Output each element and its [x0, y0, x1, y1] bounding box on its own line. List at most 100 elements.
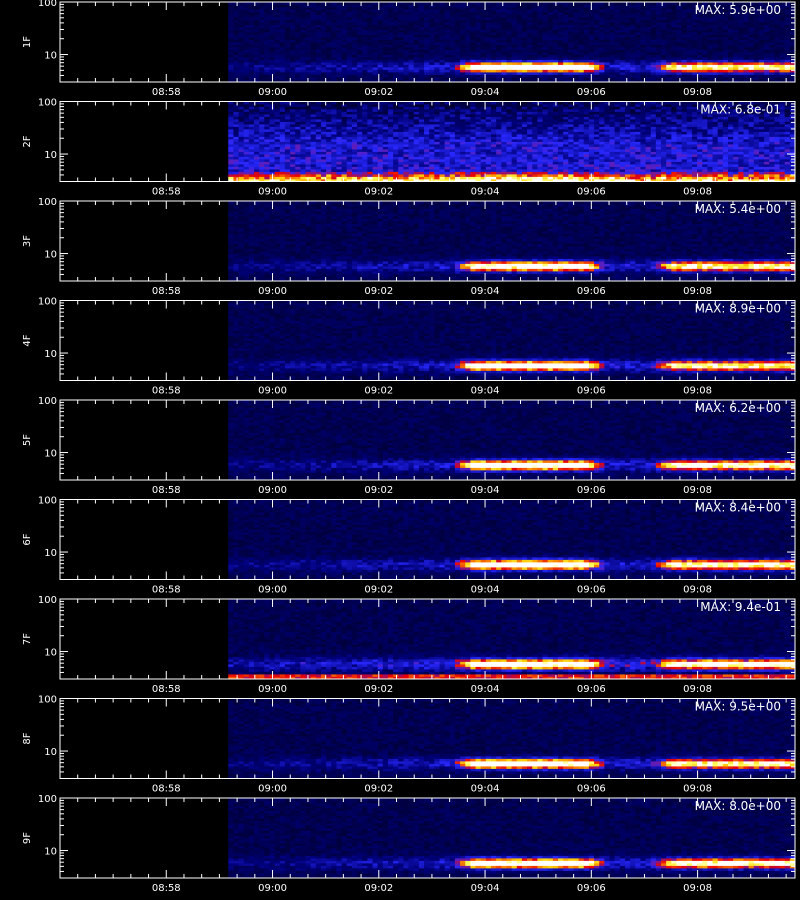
heatmap-cell	[537, 60, 543, 63]
heatmap-cell	[455, 15, 461, 18]
heatmap-cell	[537, 57, 543, 60]
heatmap-cell	[326, 119, 332, 122]
heatmap-cell	[543, 10, 549, 13]
heatmap-cell	[409, 152, 415, 155]
heatmap-cell	[754, 22, 760, 25]
heatmap-cell	[352, 109, 358, 112]
heatmap-cell	[244, 10, 250, 13]
heatmap-cell	[692, 70, 698, 73]
heatmap-cell	[316, 149, 322, 152]
heatmap-cell	[677, 77, 683, 80]
heatmap-cell	[506, 30, 512, 33]
heatmap-cell	[280, 32, 286, 35]
heatmap-cell	[367, 60, 373, 63]
heatmap-cell	[481, 35, 487, 38]
heatmap-cell	[424, 149, 430, 152]
heatmap-cell	[285, 159, 291, 162]
heatmap-cell	[347, 164, 353, 167]
heatmap-cell	[228, 162, 234, 165]
heatmap-cell	[342, 112, 348, 115]
heatmap-cell	[331, 127, 337, 130]
heatmap-cell	[594, 22, 600, 25]
heatmap-cell	[378, 152, 384, 155]
heatmap-cell	[424, 47, 430, 50]
heatmap-cell	[264, 144, 270, 147]
heatmap-cell	[285, 12, 291, 15]
heatmap-cell	[233, 104, 239, 107]
heatmap-cell	[228, 25, 234, 28]
heatmap-cell	[393, 147, 399, 150]
heatmap-cell	[259, 127, 265, 130]
heatmap-cell	[563, 42, 569, 45]
heatmap-cell	[336, 17, 342, 20]
heatmap-cell	[316, 27, 322, 30]
heatmap-cell	[671, 5, 677, 8]
heatmap-cell	[465, 62, 471, 65]
heatmap-cell	[378, 52, 384, 55]
heatmap-cell	[486, 75, 492, 78]
heatmap-cell	[352, 104, 358, 107]
heatmap-cell	[491, 52, 497, 55]
heatmap-cell	[481, 20, 487, 23]
heatmap-cell	[228, 144, 234, 147]
heatmap-cell	[656, 60, 662, 63]
heatmap-cell	[285, 77, 291, 80]
heatmap-cell	[429, 112, 435, 115]
heatmap-cell	[558, 17, 564, 20]
heatmap-cell	[342, 104, 348, 107]
heatmap-cell	[388, 72, 394, 75]
heatmap-cell	[326, 32, 332, 35]
heatmap-cell	[326, 109, 332, 112]
heatmap-cell	[610, 35, 616, 38]
heatmap-cell	[599, 35, 605, 38]
heatmap-cell	[388, 117, 394, 120]
heatmap-cell	[424, 132, 430, 135]
heatmap-cell	[651, 25, 657, 28]
heatmap-cell	[604, 62, 610, 65]
heatmap-cell	[269, 20, 275, 23]
heatmap-cell	[419, 7, 425, 10]
heatmap-cell	[239, 159, 245, 162]
heatmap-cell	[424, 164, 430, 167]
heatmap-cell	[460, 35, 466, 38]
heatmap-cell	[718, 57, 724, 60]
heatmap-cell	[239, 55, 245, 58]
heatmap-cell	[259, 70, 265, 73]
heatmap-cell	[527, 5, 533, 8]
heatmap-cell	[584, 47, 590, 50]
heatmap-cell	[414, 7, 420, 10]
heatmap-cell	[697, 52, 703, 55]
heatmap-cell	[599, 12, 605, 15]
heatmap-cell	[239, 149, 245, 152]
heatmap-cell	[378, 112, 384, 115]
heatmap-cell	[718, 70, 724, 73]
heatmap-cell	[460, 62, 466, 65]
heatmap-cell	[465, 77, 471, 80]
heatmap-cell	[414, 47, 420, 50]
heatmap-cell	[548, 42, 554, 45]
heatmap-cell	[440, 127, 446, 130]
heatmap-cell	[275, 7, 281, 10]
heatmap-cell	[671, 37, 677, 40]
heatmap-cell	[347, 50, 353, 53]
heatmap-cell	[429, 47, 435, 50]
heatmap-cell	[311, 5, 317, 8]
heatmap-cell	[403, 32, 409, 35]
heatmap-cell	[259, 40, 265, 43]
heatmap-cell	[311, 45, 317, 48]
heatmap-cell	[604, 75, 610, 78]
heatmap-cell	[362, 12, 368, 15]
heatmap-cell	[300, 75, 306, 78]
heatmap-cell	[759, 55, 765, 58]
heatmap-cell	[630, 37, 636, 40]
heatmap-cell	[280, 30, 286, 33]
heatmap-cell	[728, 40, 734, 43]
heatmap-cell	[506, 17, 512, 20]
heatmap-cell	[553, 10, 559, 13]
heatmap-cell	[383, 65, 389, 68]
heatmap-cell	[651, 45, 657, 48]
heatmap-cell	[774, 50, 780, 53]
heatmap-cell	[233, 25, 239, 28]
heatmap-cell	[548, 60, 554, 63]
heatmap-cell	[306, 40, 312, 43]
